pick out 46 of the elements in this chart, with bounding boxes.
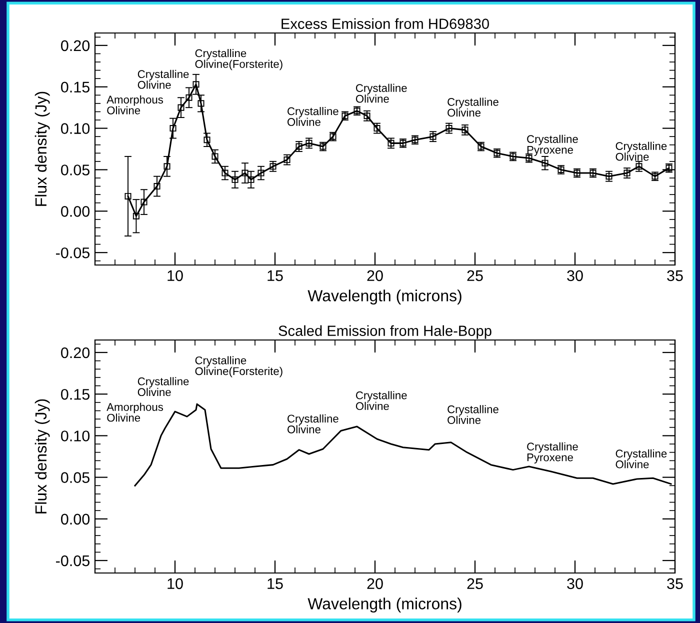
x-tick-label: 35 — [667, 270, 683, 282]
annotation: Crystalline Olivine — [138, 377, 189, 396]
y-tick-label: -0.05 — [56, 247, 90, 258]
chart-title: Excess Emission from HD69830 — [282, 18, 489, 29]
x-tick-label: 25 — [467, 578, 483, 590]
x-tick-label: 20 — [367, 578, 383, 590]
x-tick-label: 25 — [467, 270, 483, 282]
x-tick-label: 10 — [168, 578, 183, 590]
y-tick-label: 0.15 — [61, 388, 90, 400]
annotation: Crystalline Olivine — [288, 107, 338, 126]
annotation: Crystalline Olivine — [138, 70, 189, 89]
y-axis-title: Flux density (Jy) — [34, 92, 50, 206]
annotation: Crystalline Olivine — [288, 414, 338, 434]
x-tick-label: 15 — [268, 270, 283, 282]
y-tick-label: 0.05 — [61, 164, 90, 176]
y-tick-label: -0.05 — [56, 555, 90, 566]
annotation: Amorphous Olivine — [106, 95, 164, 114]
y-tick-label: 0.10 — [61, 123, 90, 134]
annotation: Crystalline Pyroxene — [527, 442, 578, 464]
x-tick-label: 35 — [667, 578, 683, 590]
x-tick-label: 20 — [367, 270, 383, 282]
annotation: Crystalline Olivine — [356, 391, 407, 410]
y-tick-label: 0.05 — [61, 472, 90, 483]
x-tick-label: 30 — [567, 578, 583, 590]
annotation: Crystalline Olivine(Forsterite) — [195, 49, 282, 70]
x-tick-label: 30 — [567, 270, 583, 282]
x-tick-label: 10 — [168, 270, 183, 282]
annotation: Crystalline Olivine — [616, 142, 667, 161]
annotation: Crystalline Pyroxene — [527, 134, 578, 156]
y-tick-label: 0.00 — [61, 206, 90, 217]
y-tick-label: 0.00 — [61, 514, 90, 525]
x-axis-title: Wavelength (microns) — [308, 598, 462, 613]
y-tick-label: 0.20 — [61, 40, 90, 52]
annotation: Crystalline Olivine — [356, 84, 407, 103]
y-tick-label: 0.20 — [61, 347, 90, 358]
annotation: Crystalline Olivine — [448, 98, 498, 117]
y-axis-title: Flux density (Jy) — [34, 399, 50, 514]
annotation: Amorphous Olivine — [106, 402, 164, 422]
y-tick-label: 0.10 — [61, 430, 90, 442]
y-tick-label: 0.15 — [61, 82, 90, 93]
annotation: Crystalline Olivine — [616, 449, 667, 468]
annotation: Crystalline Olivine — [448, 405, 498, 424]
chart-title: Scaled Emission from Hale-Bopp — [278, 325, 492, 339]
annotation: Crystalline Olivine(Forsterite) — [195, 356, 282, 378]
x-axis-title: Wavelength (microns) — [308, 290, 462, 305]
x-tick-label: 15 — [268, 578, 283, 590]
